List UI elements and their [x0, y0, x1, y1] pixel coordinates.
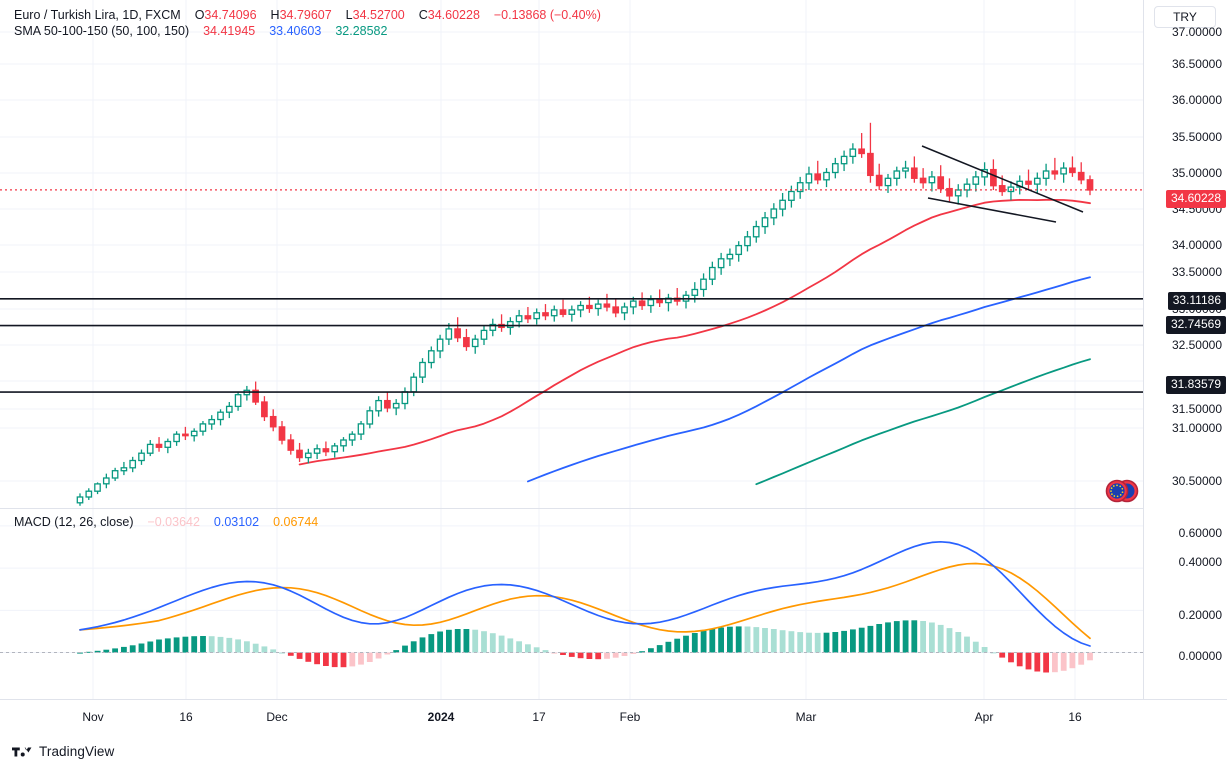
price-tick-label: 35.50000: [1171, 130, 1222, 144]
price-tick-label: 37.00000: [1171, 25, 1222, 39]
price-level-badge[interactable]: 32.74569: [1165, 316, 1226, 334]
price-tick-label: 32.50000: [1171, 338, 1222, 352]
time-tick-label: Nov: [82, 710, 104, 724]
time-tick-label: 16: [1068, 710, 1082, 724]
time-tick-label: 17: [532, 710, 546, 724]
eu-flag-marker-icon[interactable]: [1105, 478, 1139, 504]
time-axis[interactable]: Nov 16 Dec 2024 17 Feb Mar Apr 16: [0, 699, 1227, 736]
price-tick-label: 33.50000: [1171, 265, 1222, 279]
macd-pane[interactable]: [0, 509, 1143, 699]
price-level-badge[interactable]: 31.83579: [1165, 376, 1226, 394]
price-tick-label: 0.20000: [1178, 608, 1222, 622]
time-tick-label: 2024: [427, 710, 455, 724]
price-tick-label: 34.00000: [1171, 238, 1222, 252]
price-tick-label: 36.50000: [1171, 57, 1222, 71]
price-axis[interactable]: TRY 37.00000 36.50000 36.00000 35.50000 35.0…: [1143, 0, 1227, 699]
price-tick-label: 0.60000: [1178, 526, 1222, 540]
time-tick-label: Feb: [619, 710, 641, 724]
price-tick-label: 31.50000: [1171, 402, 1222, 416]
last-price-badge[interactable]: 34.60228: [1165, 190, 1226, 208]
macd-chart-canvas: [0, 509, 1143, 699]
price-tick-label: 0.40000: [1178, 555, 1222, 569]
price-tick-label: 36.00000: [1171, 93, 1222, 107]
price-tick-label: 35.00000: [1171, 166, 1222, 180]
footer: TradingView: [0, 735, 1227, 768]
tradingview-logo[interactable]: TradingView: [12, 744, 114, 759]
price-pane[interactable]: [0, 0, 1143, 509]
price-tick-label: 31.00000: [1171, 421, 1222, 435]
tradingview-mark-icon: [12, 747, 32, 756]
price-chart-canvas: [0, 0, 1143, 508]
time-tick-label: Dec: [266, 710, 288, 724]
price-tick-label: 0.00000: [1178, 649, 1222, 663]
price-tick-label: 30.50000: [1171, 474, 1222, 488]
time-tick-label: Apr: [974, 710, 994, 724]
tradingview-wordmark: TradingView: [39, 744, 115, 759]
currency-badge[interactable]: TRY: [1154, 6, 1216, 28]
time-tick-label: 16: [179, 710, 193, 724]
time-tick-label: Mar: [795, 710, 817, 724]
chart-area[interactable]: Euro / Turkish Lira, 1D, FXCM O34.74096 …: [0, 0, 1227, 736]
price-level-badge[interactable]: 33.11186: [1167, 292, 1226, 310]
